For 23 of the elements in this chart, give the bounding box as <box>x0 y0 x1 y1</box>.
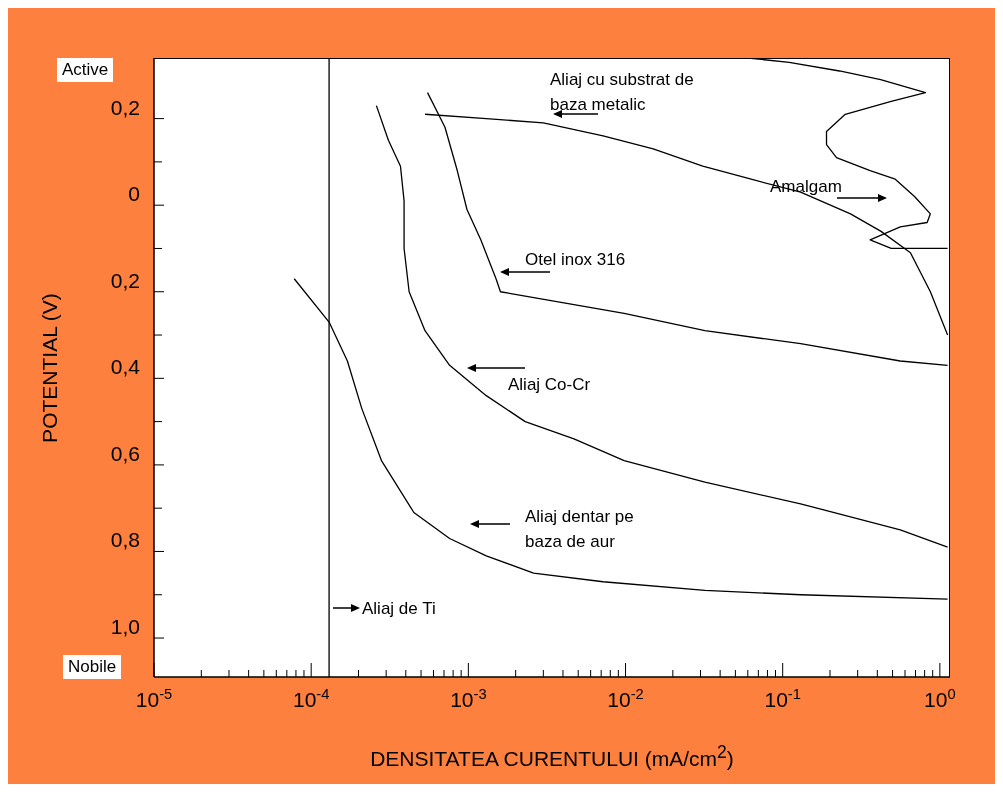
annotation: Aliaj dentar pe baza de aur <box>525 507 634 551</box>
x-tick-label: 10$^{-4}$ <box>292 686 330 711</box>
y-tick-label: 0,4 <box>110 355 141 379</box>
text: Active <box>57 58 114 82</box>
x-tick-label: 10$^{-2}$ <box>607 686 644 711</box>
annotation: Aliaj Co-Cr <box>508 375 591 394</box>
y-tick-label: 0,6 <box>110 441 140 465</box>
y-tick-label: 0,8 <box>110 528 140 552</box>
x-tick-label: 10$^{0}$ <box>924 686 956 711</box>
y-tick-label: 0 <box>128 182 140 206</box>
annotation: Aliaj cu substrat de baza metalic <box>550 70 694 114</box>
y-axis-title: POTENTIAL (V) <box>38 292 62 443</box>
x-axis-title: DENSITATEA CURENTULUI (mA/cm$^{2}$) <box>370 742 734 771</box>
text: Nobile <box>63 655 122 679</box>
x-tick-label: 10$^{-5}$ <box>135 686 173 711</box>
y-tick-label: 0,2 <box>110 95 140 119</box>
annotation: Otel inox 316 <box>525 250 626 269</box>
annotation: Aliaj de Ti <box>362 599 436 618</box>
y-tick-label: 0,2 <box>110 268 140 292</box>
x-tick-label: 10$^{-1}$ <box>764 686 801 711</box>
annotation: Amalgam <box>770 177 842 196</box>
x-tick-label: 10$^{-3}$ <box>450 686 487 711</box>
y-tick-label: 1,0 <box>110 615 140 639</box>
